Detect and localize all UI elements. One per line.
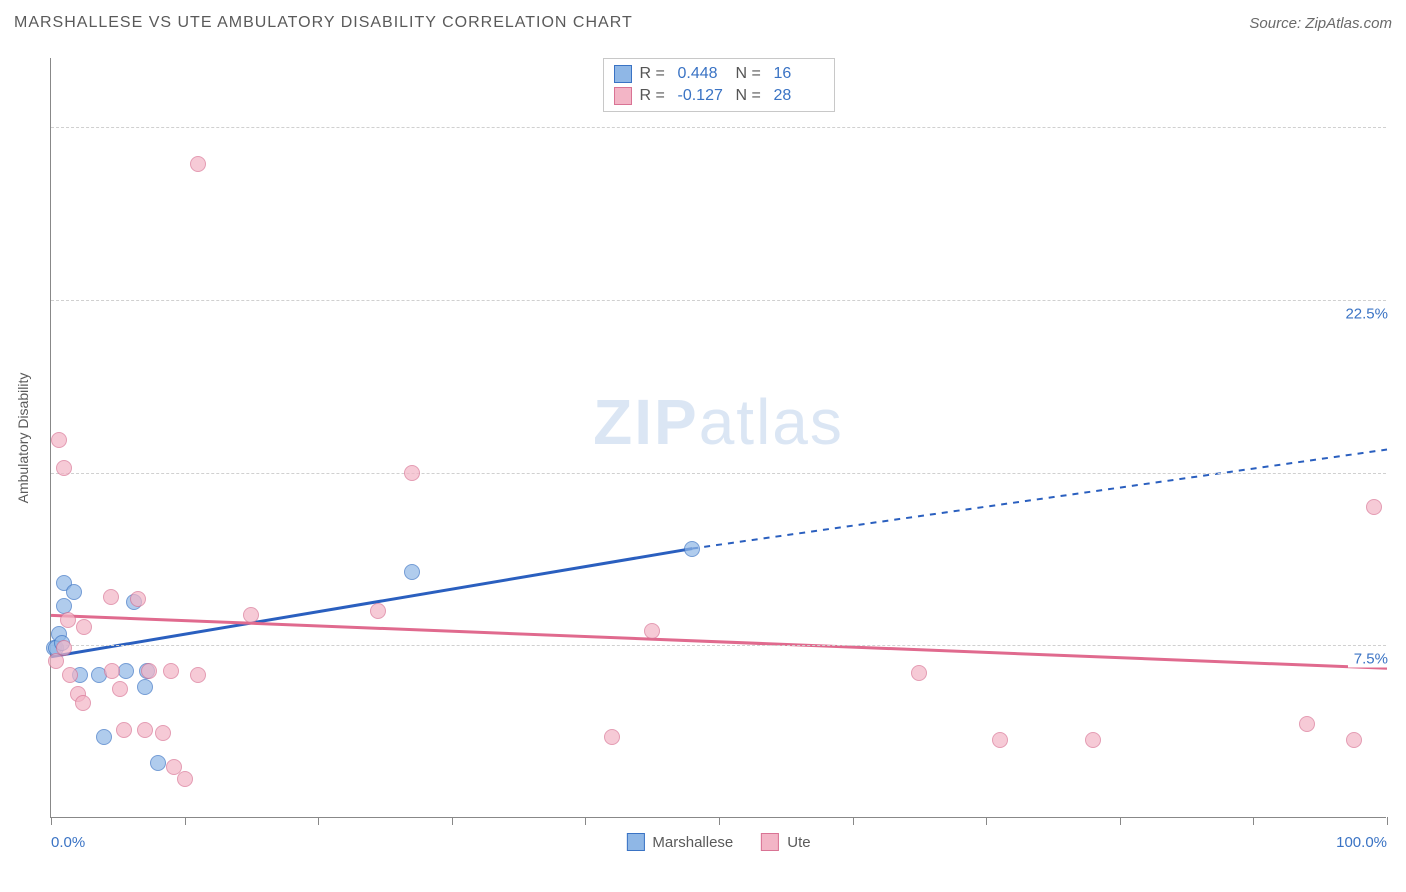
gridline (51, 300, 1386, 301)
x-tick (1253, 817, 1254, 825)
y-tick-label: 22.5% (1339, 305, 1388, 322)
source-attribution: Source: ZipAtlas.com (1249, 15, 1392, 32)
data-point (911, 665, 927, 681)
data-point (190, 156, 206, 172)
x-tick (986, 817, 987, 825)
x-tick-label: 0.0% (51, 834, 85, 851)
data-point (992, 732, 1008, 748)
gridline (51, 127, 1386, 128)
legend-row-marshallese: R = 0.448 N = 16 (614, 63, 824, 85)
x-tick (1120, 817, 1121, 825)
x-tick (452, 817, 453, 825)
data-point (48, 653, 64, 669)
legend-item: Ute (761, 833, 810, 851)
data-point (684, 541, 700, 557)
data-point (130, 591, 146, 607)
x-tick (719, 817, 720, 825)
data-point (1299, 716, 1315, 732)
legend-label: Ute (787, 834, 810, 851)
data-point (141, 663, 157, 679)
correlation-legend: R = 0.448 N = 16 R = -0.127 N = 28 (603, 58, 835, 112)
data-point (177, 771, 193, 787)
data-point (155, 725, 171, 741)
swatch-ute (614, 87, 632, 105)
x-tick (318, 817, 319, 825)
n-value-marshallese: 16 (774, 65, 824, 83)
gridline (51, 473, 1386, 474)
plot-area: Ambulatory Disability ZIPatlas R = 0.448… (50, 58, 1386, 818)
data-point (62, 667, 78, 683)
n-value-ute: 28 (774, 87, 824, 105)
data-point (104, 663, 120, 679)
x-tick (51, 817, 52, 825)
y-tick-label: 7.5% (1348, 651, 1388, 668)
data-point (60, 612, 76, 628)
y-axis-label: Ambulatory Disability (15, 372, 31, 503)
data-point (243, 607, 259, 623)
data-point (96, 729, 112, 745)
legend-label: Marshallese (652, 834, 733, 851)
swatch-marshallese (614, 65, 632, 83)
data-point (66, 584, 82, 600)
data-point (76, 619, 92, 635)
watermark: ZIPatlas (593, 385, 844, 459)
x-tick (853, 817, 854, 825)
legend-swatch (761, 833, 779, 851)
data-point (150, 755, 166, 771)
data-point (103, 589, 119, 605)
x-tick-label: 100.0% (1336, 834, 1387, 851)
regression-lines (51, 58, 1386, 817)
data-point (1366, 499, 1382, 515)
data-point (163, 663, 179, 679)
data-point (1085, 732, 1101, 748)
chart-title: MARSHALLESE VS UTE AMBULATORY DISABILITY… (14, 14, 633, 32)
gridline (51, 645, 1386, 646)
title-bar: MARSHALLESE VS UTE AMBULATORY DISABILITY… (14, 14, 1392, 32)
data-point (644, 623, 660, 639)
legend-item: Marshallese (626, 833, 733, 851)
x-tick (585, 817, 586, 825)
data-point (56, 460, 72, 476)
series-legend: Marshallese Ute (626, 833, 810, 851)
chart-container: MARSHALLESE VS UTE AMBULATORY DISABILITY… (0, 0, 1406, 892)
legend-swatch (626, 833, 644, 851)
data-point (137, 722, 153, 738)
data-point (112, 681, 128, 697)
data-point (404, 465, 420, 481)
x-tick (185, 817, 186, 825)
data-point (116, 722, 132, 738)
data-point (75, 695, 91, 711)
r-value-marshallese: 0.448 (678, 65, 728, 83)
legend-row-ute: R = -0.127 N = 28 (614, 85, 824, 107)
data-point (137, 679, 153, 695)
data-point (604, 729, 620, 745)
x-tick (1387, 817, 1388, 825)
r-value-ute: -0.127 (678, 87, 728, 105)
data-point (404, 564, 420, 580)
data-point (370, 603, 386, 619)
data-point (51, 432, 67, 448)
data-point (190, 667, 206, 683)
data-point (1346, 732, 1362, 748)
